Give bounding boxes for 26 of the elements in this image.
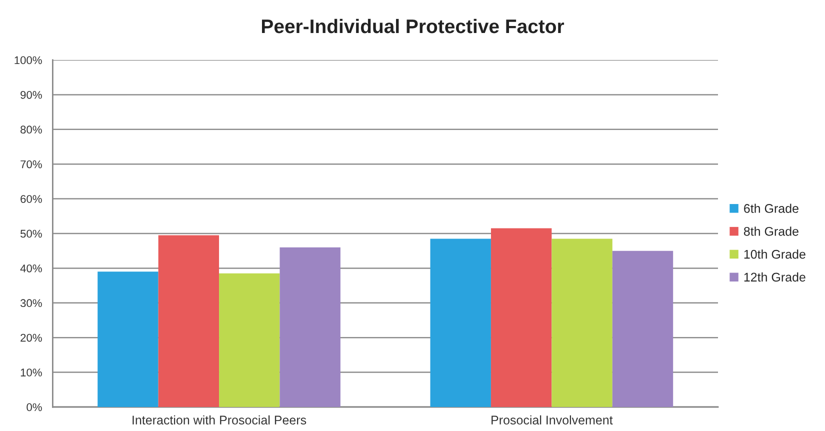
y-tick-label: 0%: [26, 403, 42, 412]
y-tick-label: 70%: [20, 160, 42, 168]
x-tick-label: Prosocial Involvement: [492, 415, 613, 425]
bar: [430, 238, 491, 407]
y-tick-label: 60%: [20, 195, 42, 203]
y-tick-label: 20%: [20, 334, 42, 342]
y-tick-label: 100%: [14, 56, 42, 64]
legend-label: 10th Grade: [744, 250, 806, 259]
y-tick-label: 50%: [20, 230, 42, 238]
y-tick-label: 90%: [20, 90, 42, 99]
bar: [612, 250, 674, 407]
bar: [219, 273, 280, 407]
y-tick-label: 30%: [20, 299, 42, 308]
y-tick-label: 40%: [20, 264, 42, 272]
x-tick-label: Interaction with Prosocial Peers: [132, 415, 306, 425]
y-tick-label: 80%: [20, 126, 42, 134]
bar: [552, 238, 612, 407]
legend-label: 6th Grade: [744, 204, 798, 213]
bar: [98, 272, 158, 407]
bar: [158, 235, 220, 407]
chart-title: Peer-Individual Protective Factor: [262, 18, 564, 34]
bar: [490, 228, 552, 407]
bar: [280, 247, 340, 407]
legend-label: 12th Grade: [744, 272, 806, 282]
y-tick-label: 10%: [20, 368, 42, 376]
legend-label: 8th Grade: [744, 226, 798, 236]
